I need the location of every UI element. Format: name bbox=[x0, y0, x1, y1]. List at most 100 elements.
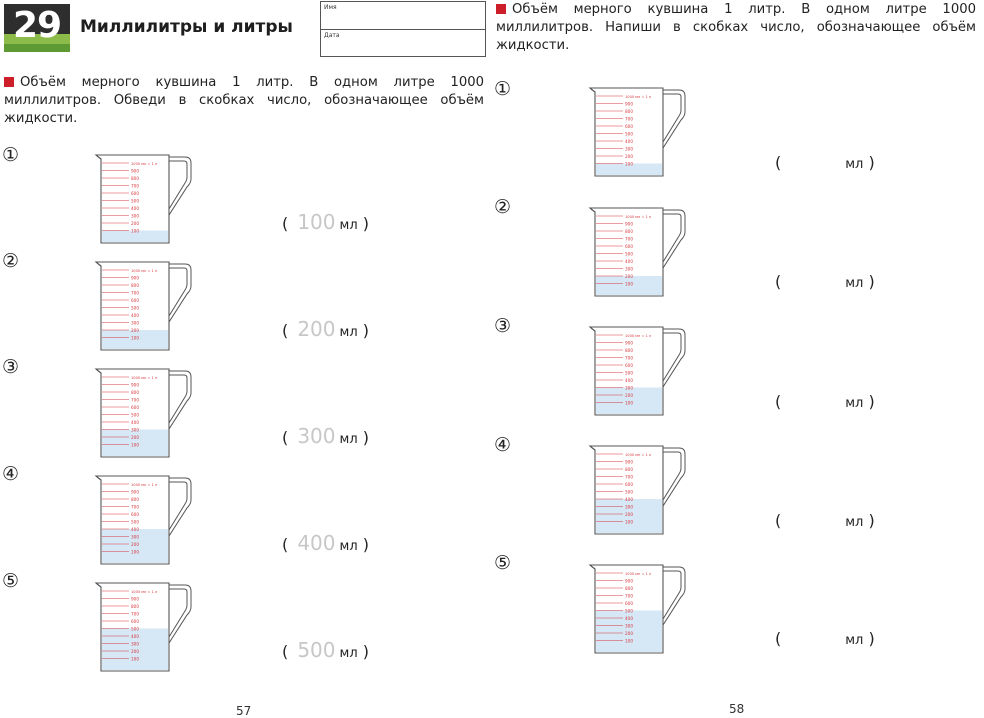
scale-tick-label: 800 bbox=[625, 229, 633, 234]
jug-handle bbox=[662, 566, 686, 627]
scale-tick-label: 200 bbox=[625, 631, 633, 636]
scale-tick-label: 800 bbox=[131, 390, 139, 395]
scale-tick-label: 300 bbox=[625, 624, 633, 629]
scale-tick-label: 200 bbox=[625, 274, 633, 279]
scale-top-label: 1000 мл = 1 л bbox=[625, 95, 651, 99]
scale-top-label: 1000 мл = 1 л bbox=[625, 453, 651, 457]
scale-tick-label: 400 bbox=[625, 378, 633, 383]
scale-tick-label: 500 bbox=[131, 199, 139, 204]
scale-tick-label: 800 bbox=[625, 109, 633, 114]
answer-value[interactable]: 300 bbox=[297, 424, 336, 448]
scale-tick-label: 800 bbox=[131, 497, 139, 502]
scale-tick-label: 300 bbox=[131, 321, 139, 326]
date-label: Дата bbox=[324, 32, 340, 39]
bullet-square bbox=[4, 77, 14, 87]
bullet-square bbox=[496, 4, 506, 14]
answer-bracket[interactable]: (мл ) bbox=[775, 392, 875, 411]
scale-top-label: 1000 мл = 1 л bbox=[625, 334, 651, 338]
scale-tick-label: 100 bbox=[131, 550, 139, 555]
answer-bracket[interactable]: ( 500 мл ) bbox=[282, 638, 369, 662]
scale-tick-label: 800 bbox=[625, 348, 633, 353]
scale-tick-label: 400 bbox=[131, 206, 139, 211]
right-instruction: Объём мерного кувшина 1 литр. В одном ли… bbox=[496, 2, 976, 53]
scale-top-label: 1000 мл = 1 л bbox=[131, 483, 157, 487]
name-field[interactable]: Имя bbox=[321, 2, 485, 28]
scale-tick-label: 100 bbox=[131, 443, 139, 448]
scale-tick-label: 500 bbox=[625, 252, 633, 257]
scale-tick-label: 300 bbox=[131, 214, 139, 219]
scale-top-label: 1000 мл = 1 л bbox=[131, 269, 157, 273]
scale-tick-label: 400 bbox=[131, 420, 139, 425]
scale-tick-label: 600 bbox=[131, 405, 139, 410]
scale-tick-label: 700 bbox=[625, 117, 633, 122]
scale-tick-label: 600 bbox=[625, 482, 633, 487]
scale-tick-label: 700 bbox=[625, 475, 633, 480]
scale-tick-label: 900 bbox=[625, 222, 633, 227]
jug-svg: 1000 мл = 1 л 900 800 700 600 500 400 300 200 100 bbox=[94, 368, 192, 458]
scale-tick-label: 300 bbox=[625, 386, 633, 391]
scale-tick-label: 100 bbox=[625, 162, 633, 167]
date-field[interactable]: Дата bbox=[321, 29, 485, 56]
answer-value[interactable]: 100 bbox=[297, 210, 336, 234]
jug-svg: 1000 мл = 1 л 900 800 700 600 500 400 300 200 100 bbox=[588, 326, 686, 416]
measuring-jug: 1000 мл = 1 л 900 800 700 600 500 400 300 200 100 bbox=[587, 86, 691, 180]
scale-tick-label: 900 bbox=[131, 383, 139, 388]
water-fill bbox=[102, 628, 168, 670]
scale-tick-label: 900 bbox=[625, 341, 633, 346]
scale-tick-label: 700 bbox=[625, 237, 633, 242]
answer-bracket[interactable]: ( 100 мл ) bbox=[282, 210, 369, 234]
water-fill bbox=[102, 330, 168, 349]
scale-tick-label: 600 bbox=[131, 298, 139, 303]
scale-tick-label: 100 bbox=[625, 401, 633, 406]
scale-top-label: 1000 мл = 1 л bbox=[131, 590, 157, 594]
jug-handle bbox=[168, 370, 192, 431]
scale-tick-label: 300 bbox=[625, 505, 633, 510]
answer-value[interactable]: 400 bbox=[297, 531, 336, 555]
scale-tick-label: 900 bbox=[625, 579, 633, 584]
answer-value[interactable]: 500 bbox=[297, 638, 336, 662]
answer-bracket[interactable]: ( 300 мл ) bbox=[282, 424, 369, 448]
answer-bracket[interactable]: (мл ) bbox=[775, 511, 875, 530]
scale-tick-label: 900 bbox=[131, 276, 139, 281]
scale-tick-label: 600 bbox=[625, 244, 633, 249]
item-number: ② bbox=[494, 196, 512, 218]
scale-tick-label: 300 bbox=[131, 642, 139, 647]
measuring-jug: 1000 мл = 1 л 900 800 700 600 500 400 300 200 100 bbox=[93, 367, 197, 461]
scale-tick-label: 700 bbox=[625, 356, 633, 361]
jug-svg: 1000 мл = 1 л 900 800 700 600 500 400 300 200 100 bbox=[94, 475, 192, 565]
scale-tick-label: 500 bbox=[625, 609, 633, 614]
scale-tick-label: 300 bbox=[625, 147, 633, 152]
scale-tick-label: 900 bbox=[131, 597, 139, 602]
answer-bracket[interactable]: (мл ) bbox=[775, 629, 875, 648]
jug-handle bbox=[662, 89, 686, 150]
measuring-jug: 1000 мл = 1 л 900 800 700 600 500 400 300 200 100 bbox=[93, 260, 197, 354]
measuring-jug: 1000 мл = 1 л 900 800 700 600 500 400 300 200 100 bbox=[93, 474, 197, 568]
scale-tick-label: 600 bbox=[625, 363, 633, 368]
scale-tick-label: 200 bbox=[625, 393, 633, 398]
page-number: 57 bbox=[236, 704, 252, 718]
scale-tick-label: 100 bbox=[625, 282, 633, 287]
scale-tick-label: 500 bbox=[625, 490, 633, 495]
scale-tick-label: 900 bbox=[625, 102, 633, 107]
answer-bracket[interactable]: (мл ) bbox=[775, 153, 875, 172]
scale-tick-label: 100 bbox=[625, 639, 633, 644]
name-label: Имя bbox=[324, 4, 337, 11]
scale-tick-label: 800 bbox=[131, 283, 139, 288]
scale-tick-label: 700 bbox=[131, 505, 139, 510]
item-number: ⑤ bbox=[2, 570, 20, 592]
answer-bracket[interactable]: (мл ) bbox=[775, 272, 875, 291]
scale-tick-label: 400 bbox=[625, 616, 633, 621]
measuring-jug: 1000 мл = 1 л 900 800 700 600 500 400 300 200 100 bbox=[93, 581, 197, 675]
scale-tick-label: 500 bbox=[131, 520, 139, 525]
answer-bracket[interactable]: ( 400 мл ) bbox=[282, 531, 369, 555]
scale-tick-label: 700 bbox=[131, 612, 139, 617]
scale-tick-label: 200 bbox=[131, 649, 139, 654]
scale-tick-label: 900 bbox=[131, 490, 139, 495]
scale-tick-label: 800 bbox=[625, 586, 633, 591]
measuring-jug: 1000 мл = 1 л 900 800 700 600 500 400 300 200 100 bbox=[587, 563, 691, 657]
answer-value[interactable]: 200 bbox=[297, 317, 336, 341]
answer-bracket[interactable]: ( 200 мл ) bbox=[282, 317, 369, 341]
scale-tick-label: 600 bbox=[131, 191, 139, 196]
scale-tick-label: 100 bbox=[625, 520, 633, 525]
left-instruction: Объём мерного кувшина 1 литр. В одном ли… bbox=[4, 75, 484, 126]
